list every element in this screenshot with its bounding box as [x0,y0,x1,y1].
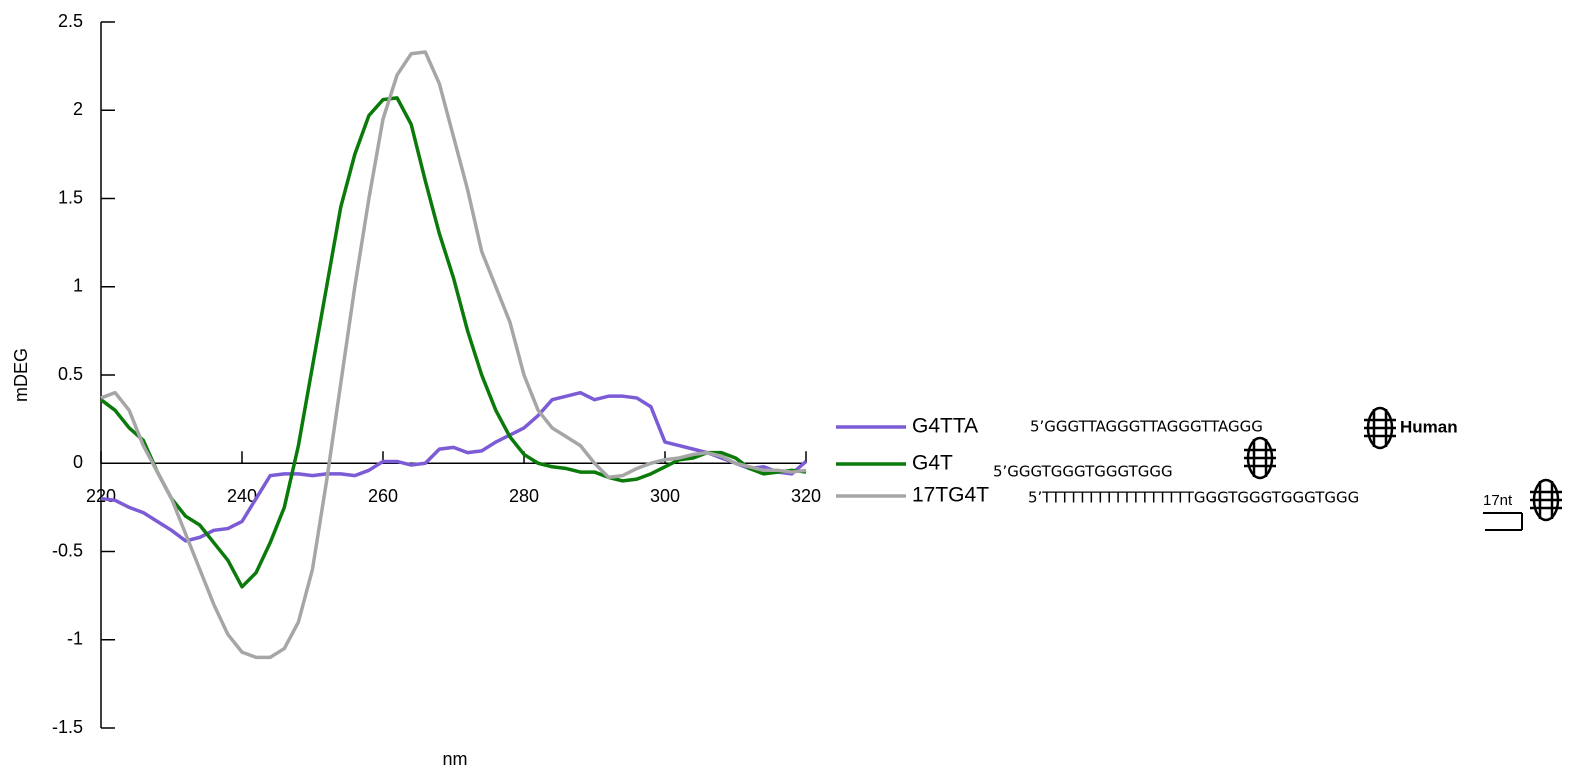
annotation: 17nt [1483,492,1513,509]
data-line [99,96,807,589]
y-tick-label: -1.5 [52,717,83,737]
y-tick-label: 1.5 [58,187,83,207]
g-quadruplex-icons [1244,406,1562,522]
y-tick-label: -0.5 [52,540,83,560]
y-tick-label: 0 [73,452,83,472]
x-tick-label: 220 [86,486,116,506]
x-tick-label: 240 [227,486,257,506]
y-tick-label: -1 [67,629,83,649]
sequence: 5’GGGTTAGGGTTAGGGTTAGGG [1030,418,1263,436]
y-tick-label: 2.5 [58,11,83,31]
data-line [100,50,807,660]
x-tick-label: 320 [791,486,821,506]
x-tick-label: 260 [368,486,398,506]
x-axis-label: nm [442,749,467,769]
annotation: Human [1400,417,1458,436]
y-tick-label: 1 [73,276,83,296]
x-tick-label: 280 [509,486,539,506]
y-tick-label: 2 [73,99,83,119]
legend-label: 17TG4T [912,484,989,507]
data-line [100,390,808,543]
legend-label: G4TTA [912,415,978,438]
y-tick-label: 0.5 [58,364,83,384]
x-tick-label: 300 [650,486,680,506]
y-axis-label: mDEG [11,348,31,402]
sequence: 5’GGGTGGGTGGGTGGG [993,463,1173,481]
legend-label: G4T [912,452,953,475]
sequence: 5’TTTTTTTTTTTTTTTTTGGGTGGGTGGGTGGG [1028,489,1359,507]
